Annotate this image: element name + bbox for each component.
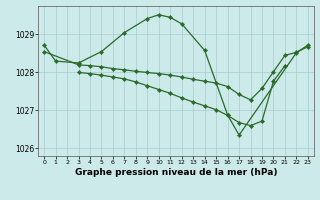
X-axis label: Graphe pression niveau de la mer (hPa): Graphe pression niveau de la mer (hPa) — [75, 168, 277, 177]
